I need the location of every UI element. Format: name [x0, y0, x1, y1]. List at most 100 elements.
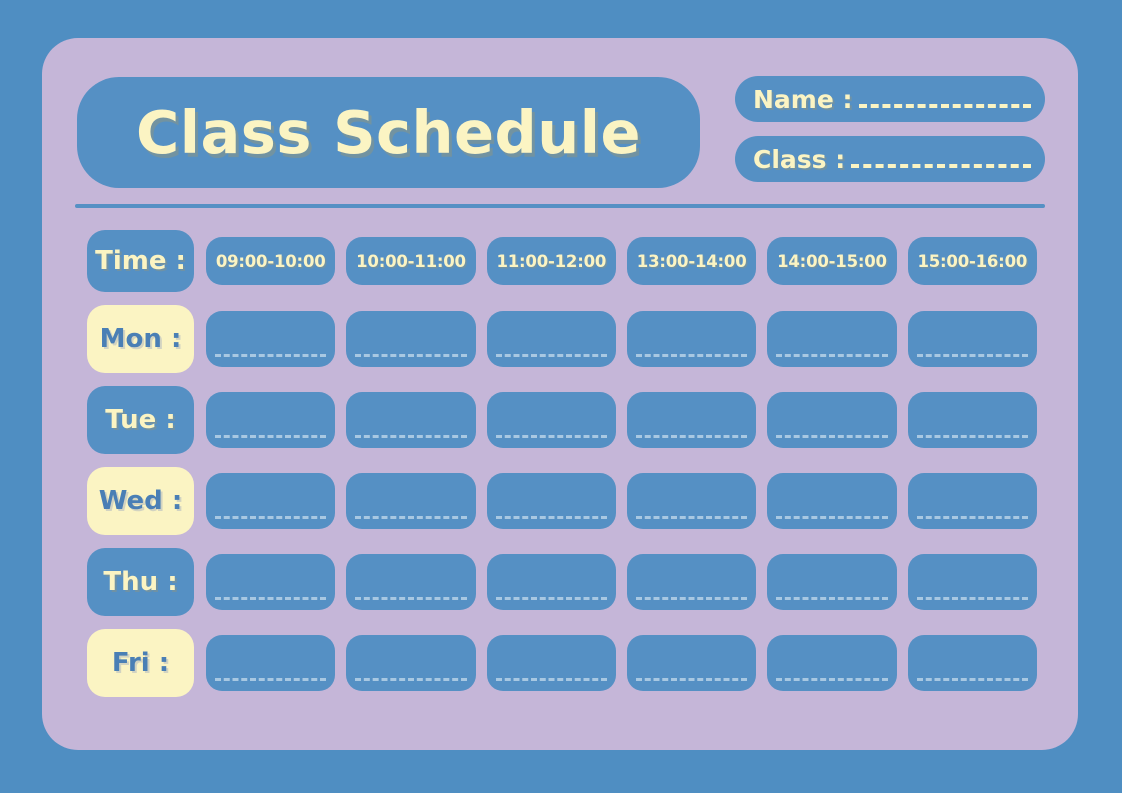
- class-field-row[interactable]: Class :: [735, 136, 1045, 182]
- write-line-wed-4: [635, 516, 748, 519]
- schedule-cell-tue-2[interactable]: [346, 392, 476, 448]
- time-slot-1-label: 09:00-10:00: [215, 251, 326, 271]
- schedule-cell-wed-3[interactable]: [486, 473, 616, 529]
- day-label-tue: Tue :: [105, 405, 176, 435]
- day-label-mon: Mon :: [99, 324, 182, 354]
- class-input-line[interactable]: [851, 164, 1031, 168]
- schedule-cell-tue-5[interactable]: [767, 392, 897, 448]
- schedule-cell-thu-5[interactable]: [767, 554, 897, 610]
- schedule-cell-thu-2[interactable]: [346, 554, 476, 610]
- time-slot-1: 09:00-10:00: [206, 237, 336, 285]
- name-field-label: Name :: [753, 84, 853, 114]
- time-slot-4: 13:00-14:00: [626, 237, 757, 285]
- time-header-label-cell: Time :: [87, 230, 194, 292]
- day-label-thu: Thu :: [103, 567, 178, 597]
- write-line-tue-5: [776, 435, 888, 438]
- day-label-cell-thu: Thu :: [87, 548, 194, 616]
- day-row-wed: Wed :: [87, 467, 1037, 535]
- schedule-cell-fri-6[interactable]: [907, 635, 1037, 691]
- write-line-wed-1: [215, 516, 327, 519]
- write-line-thu-5: [776, 597, 888, 600]
- write-line-mon-1: [215, 354, 327, 357]
- schedule-cell-tue-3[interactable]: [486, 392, 616, 448]
- schedule-cell-wed-5[interactable]: [767, 473, 897, 529]
- title-banner: Class Schedule: [77, 77, 700, 188]
- write-line-fri-3: [495, 678, 607, 681]
- day-label-cell-tue: Tue :: [87, 386, 194, 454]
- write-line-fri-6: [916, 678, 1028, 681]
- schedule-cell-fri-4[interactable]: [626, 635, 757, 691]
- name-field-row[interactable]: Name :: [735, 76, 1045, 122]
- day-row-fri: Fri :: [87, 629, 1037, 697]
- time-slot-6: 15:00-16:00: [907, 237, 1037, 285]
- write-line-thu-3: [495, 597, 607, 600]
- write-line-thu-1: [215, 597, 327, 600]
- write-line-wed-5: [776, 516, 888, 519]
- schedule-cell-wed-2[interactable]: [346, 473, 476, 529]
- write-line-wed-3: [495, 516, 607, 519]
- write-line-tue-2: [355, 435, 467, 438]
- day-row-tue: Tue :: [87, 386, 1037, 454]
- schedule-panel: Class Schedule Name : Class : Time : 09:…: [42, 38, 1078, 750]
- schedule-cell-mon-6[interactable]: [907, 311, 1037, 367]
- schedule-cell-thu-3[interactable]: [486, 554, 616, 610]
- time-slot-2-label: 10:00-11:00: [356, 251, 466, 271]
- schedule-cell-fri-2[interactable]: [346, 635, 476, 691]
- write-line-tue-4: [635, 435, 748, 438]
- schedule-grid: Time : 09:00-10:00 10:00-11:00 11:00-12:…: [87, 230, 1037, 697]
- write-line-thu-2: [355, 597, 467, 600]
- schedule-cell-mon-2[interactable]: [346, 311, 476, 367]
- write-line-mon-5: [776, 354, 888, 357]
- schedule-cell-wed-4[interactable]: [626, 473, 757, 529]
- schedule-cell-tue-4[interactable]: [626, 392, 757, 448]
- write-line-fri-5: [776, 678, 888, 681]
- time-slot-6-label: 15:00-16:00: [917, 251, 1028, 271]
- write-line-fri-1: [215, 678, 327, 681]
- day-row-thu: Thu :: [87, 548, 1037, 616]
- schedule-cell-mon-5[interactable]: [767, 311, 897, 367]
- write-line-mon-6: [916, 354, 1028, 357]
- schedule-cell-wed-6[interactable]: [907, 473, 1037, 529]
- schedule-cell-wed-1[interactable]: [206, 473, 336, 529]
- time-slot-5-label: 14:00-15:00: [777, 251, 887, 271]
- day-row-mon: Mon :: [87, 305, 1037, 373]
- time-header-row: Time : 09:00-10:00 10:00-11:00 11:00-12:…: [87, 230, 1037, 292]
- write-line-mon-4: [635, 354, 748, 357]
- schedule-cell-thu-4[interactable]: [626, 554, 757, 610]
- header-divider: [75, 204, 1045, 208]
- day-label-fri: Fri :: [111, 648, 170, 678]
- schedule-cell-tue-1[interactable]: [206, 392, 336, 448]
- write-line-mon-3: [495, 354, 607, 357]
- write-line-tue-3: [495, 435, 607, 438]
- time-slot-3-label: 11:00-12:00: [496, 251, 607, 271]
- time-slot-5: 14:00-15:00: [767, 237, 897, 285]
- schedule-cell-fri-3[interactable]: [486, 635, 616, 691]
- write-line-tue-1: [215, 435, 327, 438]
- day-label-cell-wed: Wed :: [87, 467, 194, 535]
- write-line-mon-2: [355, 354, 467, 357]
- time-slot-2: 10:00-11:00: [346, 237, 476, 285]
- schedule-cell-tue-6[interactable]: [907, 392, 1037, 448]
- write-line-thu-4: [635, 597, 748, 600]
- schedule-cell-fri-5[interactable]: [767, 635, 897, 691]
- write-line-thu-6: [916, 597, 1028, 600]
- class-field-label: Class :: [753, 144, 846, 174]
- write-line-wed-2: [355, 516, 467, 519]
- time-slot-3: 11:00-12:00: [486, 237, 616, 285]
- name-input-line[interactable]: [858, 104, 1031, 108]
- identity-fields: Name : Class :: [735, 76, 1045, 196]
- schedule-cell-mon-1[interactable]: [206, 311, 336, 367]
- schedule-cell-thu-6[interactable]: [907, 554, 1037, 610]
- schedule-cell-mon-3[interactable]: [486, 311, 616, 367]
- write-line-fri-2: [355, 678, 467, 681]
- time-header-label: Time :: [95, 246, 186, 276]
- day-label-cell-mon: Mon :: [87, 305, 194, 373]
- day-label-wed: Wed :: [98, 486, 183, 516]
- write-line-fri-4: [635, 678, 748, 681]
- schedule-cell-mon-4[interactable]: [626, 311, 757, 367]
- write-line-tue-6: [916, 435, 1028, 438]
- schedule-cell-fri-1[interactable]: [206, 635, 336, 691]
- schedule-cell-thu-1[interactable]: [206, 554, 336, 610]
- page-title: Class Schedule: [135, 98, 642, 167]
- header-section: Class Schedule Name : Class :: [42, 38, 1078, 208]
